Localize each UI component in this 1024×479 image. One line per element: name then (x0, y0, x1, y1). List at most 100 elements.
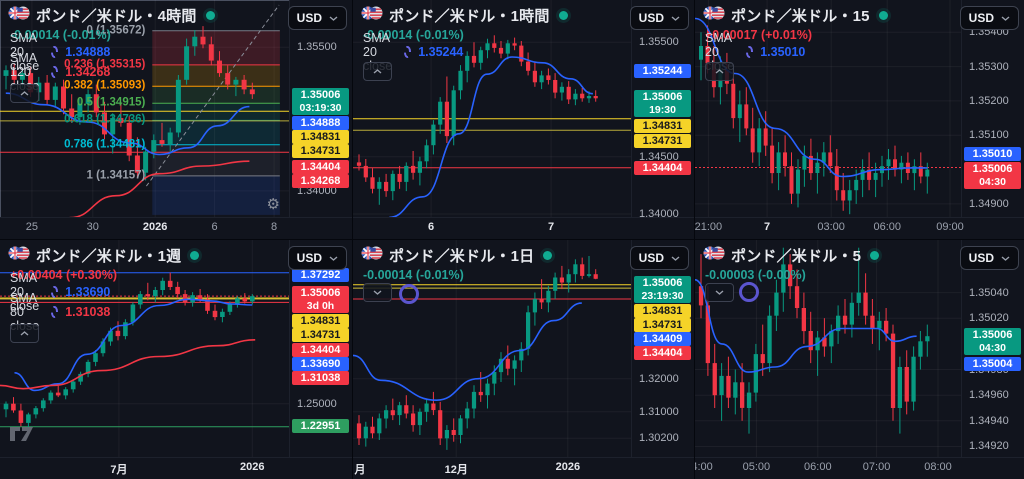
price-badge: 1.35006 19:30 (634, 90, 691, 117)
tradingview-logo[interactable] (9, 426, 37, 447)
legend-collapse-button[interactable] (10, 324, 39, 343)
time-tick: 7 (764, 221, 771, 233)
pair-flag-icon (703, 5, 725, 26)
legend-collapse-button[interactable] (363, 62, 392, 81)
price-badge: 1.34831 (292, 314, 349, 328)
currency-label: USD (638, 11, 664, 25)
chevron-down-icon (1001, 255, 1010, 261)
candlestick-plot[interactable] (353, 0, 632, 218)
chevron-icon (715, 290, 724, 295)
price-badge: 1.34831 (634, 304, 691, 318)
candlestick-plot[interactable] (695, 240, 962, 458)
indicator-value: 1.35010 (760, 45, 806, 59)
price-badge: 1.31038 (292, 371, 349, 385)
time-axis[interactable]: 月 12月 2026 (353, 457, 694, 479)
legend-collapse-button[interactable] (10, 84, 39, 103)
price-badge: 1.35006 03:19:30 (292, 88, 349, 115)
time-tick: 07:00 (862, 461, 891, 473)
price-change: +0.00404 (+0.30%) (10, 268, 118, 282)
indicator-value: 1.34888 (65, 45, 111, 59)
legend-collapse-button[interactable] (705, 62, 734, 81)
time-axis[interactable]: 7月 2026 (0, 457, 352, 479)
time-tick: 25 (25, 221, 39, 233)
chart-title[interactable]: ポンド／米ドル・1時間 (389, 8, 550, 25)
currency-selector[interactable]: USD (629, 246, 689, 270)
time-tick: 7 (548, 221, 555, 233)
pair-flag-icon (361, 5, 383, 26)
candlestick-plot[interactable] (695, 0, 962, 218)
time-tick: 09:00 (936, 221, 964, 233)
currency-label: USD (968, 251, 994, 265)
pair-flag-icon (703, 245, 725, 266)
market-status-dot (543, 251, 553, 260)
price-axis[interactable]: 1.35500 1.34500 1.34000 1.35244 1.35006 19:30… (631, 0, 694, 220)
chart-panel: 1.25000 1.37292 1.35006 3d 0h 1.34831 1.34731… (0, 240, 352, 479)
currency-label: USD (296, 251, 322, 265)
price-badge: 1.34404 (634, 161, 691, 175)
indicator-legend-row[interactable]: SMA 20 close 1.34888 (10, 31, 111, 73)
time-tick: 06:00 (873, 221, 901, 233)
price-badge: 1.34731 (634, 134, 691, 148)
chart-panel: 1.35500 1.34500 1.34000 1.35244 1.35006 19:30… (353, 0, 694, 239)
chevron-icon (373, 69, 382, 74)
legend-collapse-button[interactable] (363, 283, 392, 302)
chart-panel: 1.32000 1.31000 1.30200 1.35006 23:19:30 1.34… (353, 240, 694, 479)
price-change: +0.00017 (+0.01%) (705, 28, 813, 42)
chart-panel: 0 (1.35672) 0.236 (1.35315) 0.382 (1.35093… (0, 0, 352, 239)
price-tick: 1.34960 (969, 389, 1009, 402)
loop-icon (745, 46, 754, 58)
currency-selector[interactable]: USD (959, 6, 1019, 30)
price-badge: 1.34268 (292, 174, 349, 188)
price-change: -0.00014 (-0.01%) (10, 28, 111, 42)
price-change: -0.00003 (-0.00%) (705, 268, 806, 282)
price-badge: 1.35244 (634, 64, 691, 78)
time-axis[interactable]: 25 30 2026 6 8 (0, 217, 352, 239)
drawing-handle-ring[interactable] (739, 282, 759, 302)
market-status-dot (558, 11, 568, 20)
price-badge: 1.35006 23:19:30 (634, 276, 691, 303)
loop-icon (50, 66, 59, 78)
chart-title[interactable]: ポンド／米ドル・5 (731, 248, 862, 265)
chart-title[interactable]: ポンド／米ドル・15 (731, 8, 870, 25)
price-tick: 1.35200 (969, 94, 1009, 107)
price-badge: 1.34731 (634, 318, 691, 332)
loop-icon (50, 46, 59, 58)
candlestick-plot[interactable] (0, 240, 290, 458)
price-axis[interactable]: 1.32000 1.31000 1.30200 1.35006 23:19:30 1.34… (631, 240, 694, 458)
price-badge: 1.34831 (634, 119, 691, 133)
market-status-dot (190, 251, 200, 260)
price-axis[interactable]: 1.35400 1.35300 1.35200 1.35100 1.34900 1.350… (961, 0, 1024, 218)
price-axis[interactable]: 1.25000 1.37292 1.35006 3d 0h 1.34831 1.34731… (289, 240, 352, 458)
pair-flag-icon (8, 245, 30, 266)
price-change: -0.00014 (-0.01%) (363, 28, 464, 42)
chart-title[interactable]: ポンド／米ドル・1日 (389, 248, 535, 265)
settings-gear-icon[interactable]: ⚙ (266, 196, 280, 213)
time-axis[interactable]: 04:00 05:00 06:00 07:00 08:00 (695, 457, 1024, 479)
chart-title[interactable]: ポンド／米ドル・4時間 (36, 8, 197, 25)
price-badge: 1.34831 (292, 130, 349, 144)
price-badge: 1.34888 (292, 116, 349, 130)
candlestick-plot[interactable] (0, 0, 290, 218)
currency-selector[interactable]: USD (959, 246, 1019, 270)
currency-selector[interactable]: USD (287, 246, 347, 270)
candlestick-plot[interactable] (353, 240, 632, 458)
currency-selector[interactable]: USD (287, 6, 347, 30)
pair-flag-icon (8, 5, 30, 26)
indicator-legend-row[interactable]: SMA 20 close 1.33690 (10, 271, 110, 313)
drawing-handle-ring[interactable] (399, 284, 419, 304)
legend-collapse-button[interactable] (705, 283, 734, 302)
currency-selector[interactable]: USD (629, 6, 689, 30)
price-axis[interactable]: 1.350401.350201.349801.349601.349401.349… (961, 240, 1024, 458)
price-tick: 1.25000 (297, 397, 337, 410)
chevron-icon (715, 69, 724, 74)
time-axis[interactable]: 21:00 7 03:00 06:00 09:00 (695, 217, 1024, 239)
chart-title[interactable]: ポンド／米ドル・1週 (36, 248, 182, 265)
chart-panel: 1.35400 1.35300 1.35200 1.35100 1.34900 1.350… (695, 0, 1024, 239)
chevron-down-icon (671, 15, 680, 21)
price-axis[interactable]: 1.35500 1.34000 1.35006 03:19:30 1.34888 1.34… (289, 0, 352, 218)
